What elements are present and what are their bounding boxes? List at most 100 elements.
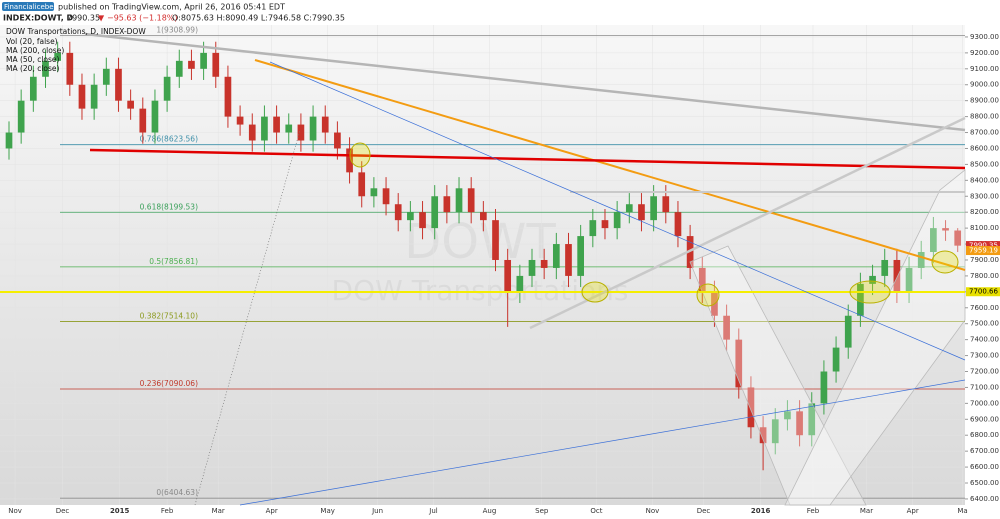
candle-body xyxy=(723,315,730,340)
highlight xyxy=(931,250,959,274)
y-tick-label: 7000.00 xyxy=(970,399,999,407)
axis-bg xyxy=(965,25,1000,519)
y-tick-label: 7400.00 xyxy=(970,336,999,344)
candle-body xyxy=(54,52,61,61)
price-tag-label: 7990.35 xyxy=(969,242,998,250)
fib-label: 0.5(7856.81) xyxy=(149,257,198,266)
up-channel xyxy=(784,169,966,506)
fib-label: 0.236(7090.06) xyxy=(140,379,198,388)
candle-body xyxy=(759,427,767,444)
candle-body xyxy=(528,259,536,276)
candle-body xyxy=(504,259,512,292)
candle-body xyxy=(285,124,293,133)
x-tick-label: Apr xyxy=(266,507,278,515)
price-tag-label: 7959.19 xyxy=(969,247,998,255)
candle-body xyxy=(78,84,86,109)
y-tick-label: 8800.00 xyxy=(970,113,999,121)
candle-body xyxy=(942,228,949,231)
price-tag xyxy=(966,241,1000,251)
candle-body xyxy=(796,411,803,436)
last-price: 7990.35 xyxy=(67,14,100,23)
candle-body xyxy=(346,148,353,173)
candle-body xyxy=(905,267,913,292)
x-tick-label: Oct xyxy=(590,507,602,515)
fib-label: 1(9308.99) xyxy=(156,26,198,35)
candle-body xyxy=(309,116,317,141)
candle-body xyxy=(66,52,74,85)
candle-body xyxy=(455,188,463,213)
trend-line xyxy=(84,32,966,132)
candle-body xyxy=(601,220,609,229)
change-arrow: ▼ xyxy=(98,14,105,23)
candle-body xyxy=(857,283,864,316)
y-tick-label: 7800.00 xyxy=(970,272,999,280)
y-tick-label: 8300.00 xyxy=(970,192,999,200)
candle-body xyxy=(638,204,645,221)
fib-label: 0.382(7514.10) xyxy=(140,311,198,320)
candle-body xyxy=(407,212,414,221)
candle-body xyxy=(248,124,256,141)
change: −95.63 (−1.18%) xyxy=(107,14,178,23)
candle-body xyxy=(5,132,13,149)
y-tick-label: 6700.00 xyxy=(970,447,999,455)
trend-line xyxy=(239,379,966,506)
candle-body xyxy=(820,371,828,404)
candle-body xyxy=(613,212,621,229)
drawings xyxy=(0,32,966,506)
candle-body xyxy=(358,172,366,197)
y-tick-label: 6600.00 xyxy=(970,463,999,471)
candle-body xyxy=(881,259,889,276)
candle-body xyxy=(930,228,937,253)
y-tick-label: 6900.00 xyxy=(970,415,999,423)
candle-body xyxy=(321,116,329,133)
candle-body xyxy=(698,267,706,292)
symbol: INDEX:DOWT, D xyxy=(3,14,74,23)
x-tick-label: 2015 xyxy=(110,507,130,515)
candle-body xyxy=(188,60,195,69)
candle-body xyxy=(589,220,597,237)
trend-line xyxy=(529,116,966,330)
candle-body xyxy=(565,244,572,276)
y-tick-label: 6500.00 xyxy=(970,479,999,487)
y-tick-label: 8200.00 xyxy=(970,208,999,216)
y-tick-label: 6800.00 xyxy=(970,431,999,439)
candle-body xyxy=(382,188,390,205)
candle-body xyxy=(735,339,743,388)
candle-body xyxy=(808,403,816,436)
y-tick-label: 8500.00 xyxy=(970,160,999,168)
candle-body xyxy=(540,259,548,268)
candle-body xyxy=(431,196,439,229)
candle-body xyxy=(102,68,110,85)
header-bg xyxy=(0,0,1000,25)
candle-body xyxy=(771,419,779,444)
candle-body xyxy=(480,212,487,221)
candle-body xyxy=(334,132,341,149)
y-tick-label: 8900.00 xyxy=(970,97,999,105)
brand-badge[interactable] xyxy=(2,2,54,11)
candle-body xyxy=(625,204,633,213)
fib-label: 0(6404.63) xyxy=(156,488,198,497)
candle-body xyxy=(492,220,499,260)
down-channel xyxy=(689,245,867,506)
candle-body xyxy=(577,236,584,276)
ohlc: O:8075.63 H:8090.49 L:7946.58 C:7990.35 xyxy=(172,14,345,23)
x-tick-label: Dec xyxy=(56,507,70,515)
overlay: 6400.00 6500.00 6600.00 6700.00 6800.00 6900.… xyxy=(6,27,1000,515)
legend-entry: MA (20, close) xyxy=(6,64,60,73)
candle-body xyxy=(394,204,402,221)
candle-body xyxy=(90,84,98,109)
candle-body xyxy=(29,76,37,101)
candle-body xyxy=(747,387,755,428)
price-tag xyxy=(966,246,1000,256)
candle-body xyxy=(443,196,451,213)
candle-body xyxy=(175,60,183,77)
x-tick-label: Nov xyxy=(8,507,22,515)
y-tick-label: 7100.00 xyxy=(970,383,999,391)
chart-title: DOW Transportations, D, INDEX-DOW xyxy=(6,27,146,36)
y-tick-label: 9000.00 xyxy=(970,81,999,89)
y-tick-label: 8600.00 xyxy=(970,144,999,152)
brand[interactable]: Financialiceberg xyxy=(4,3,61,11)
y-tick-label: 6400.00 xyxy=(970,495,999,503)
y-tick-label: 7600.00 xyxy=(970,304,999,312)
